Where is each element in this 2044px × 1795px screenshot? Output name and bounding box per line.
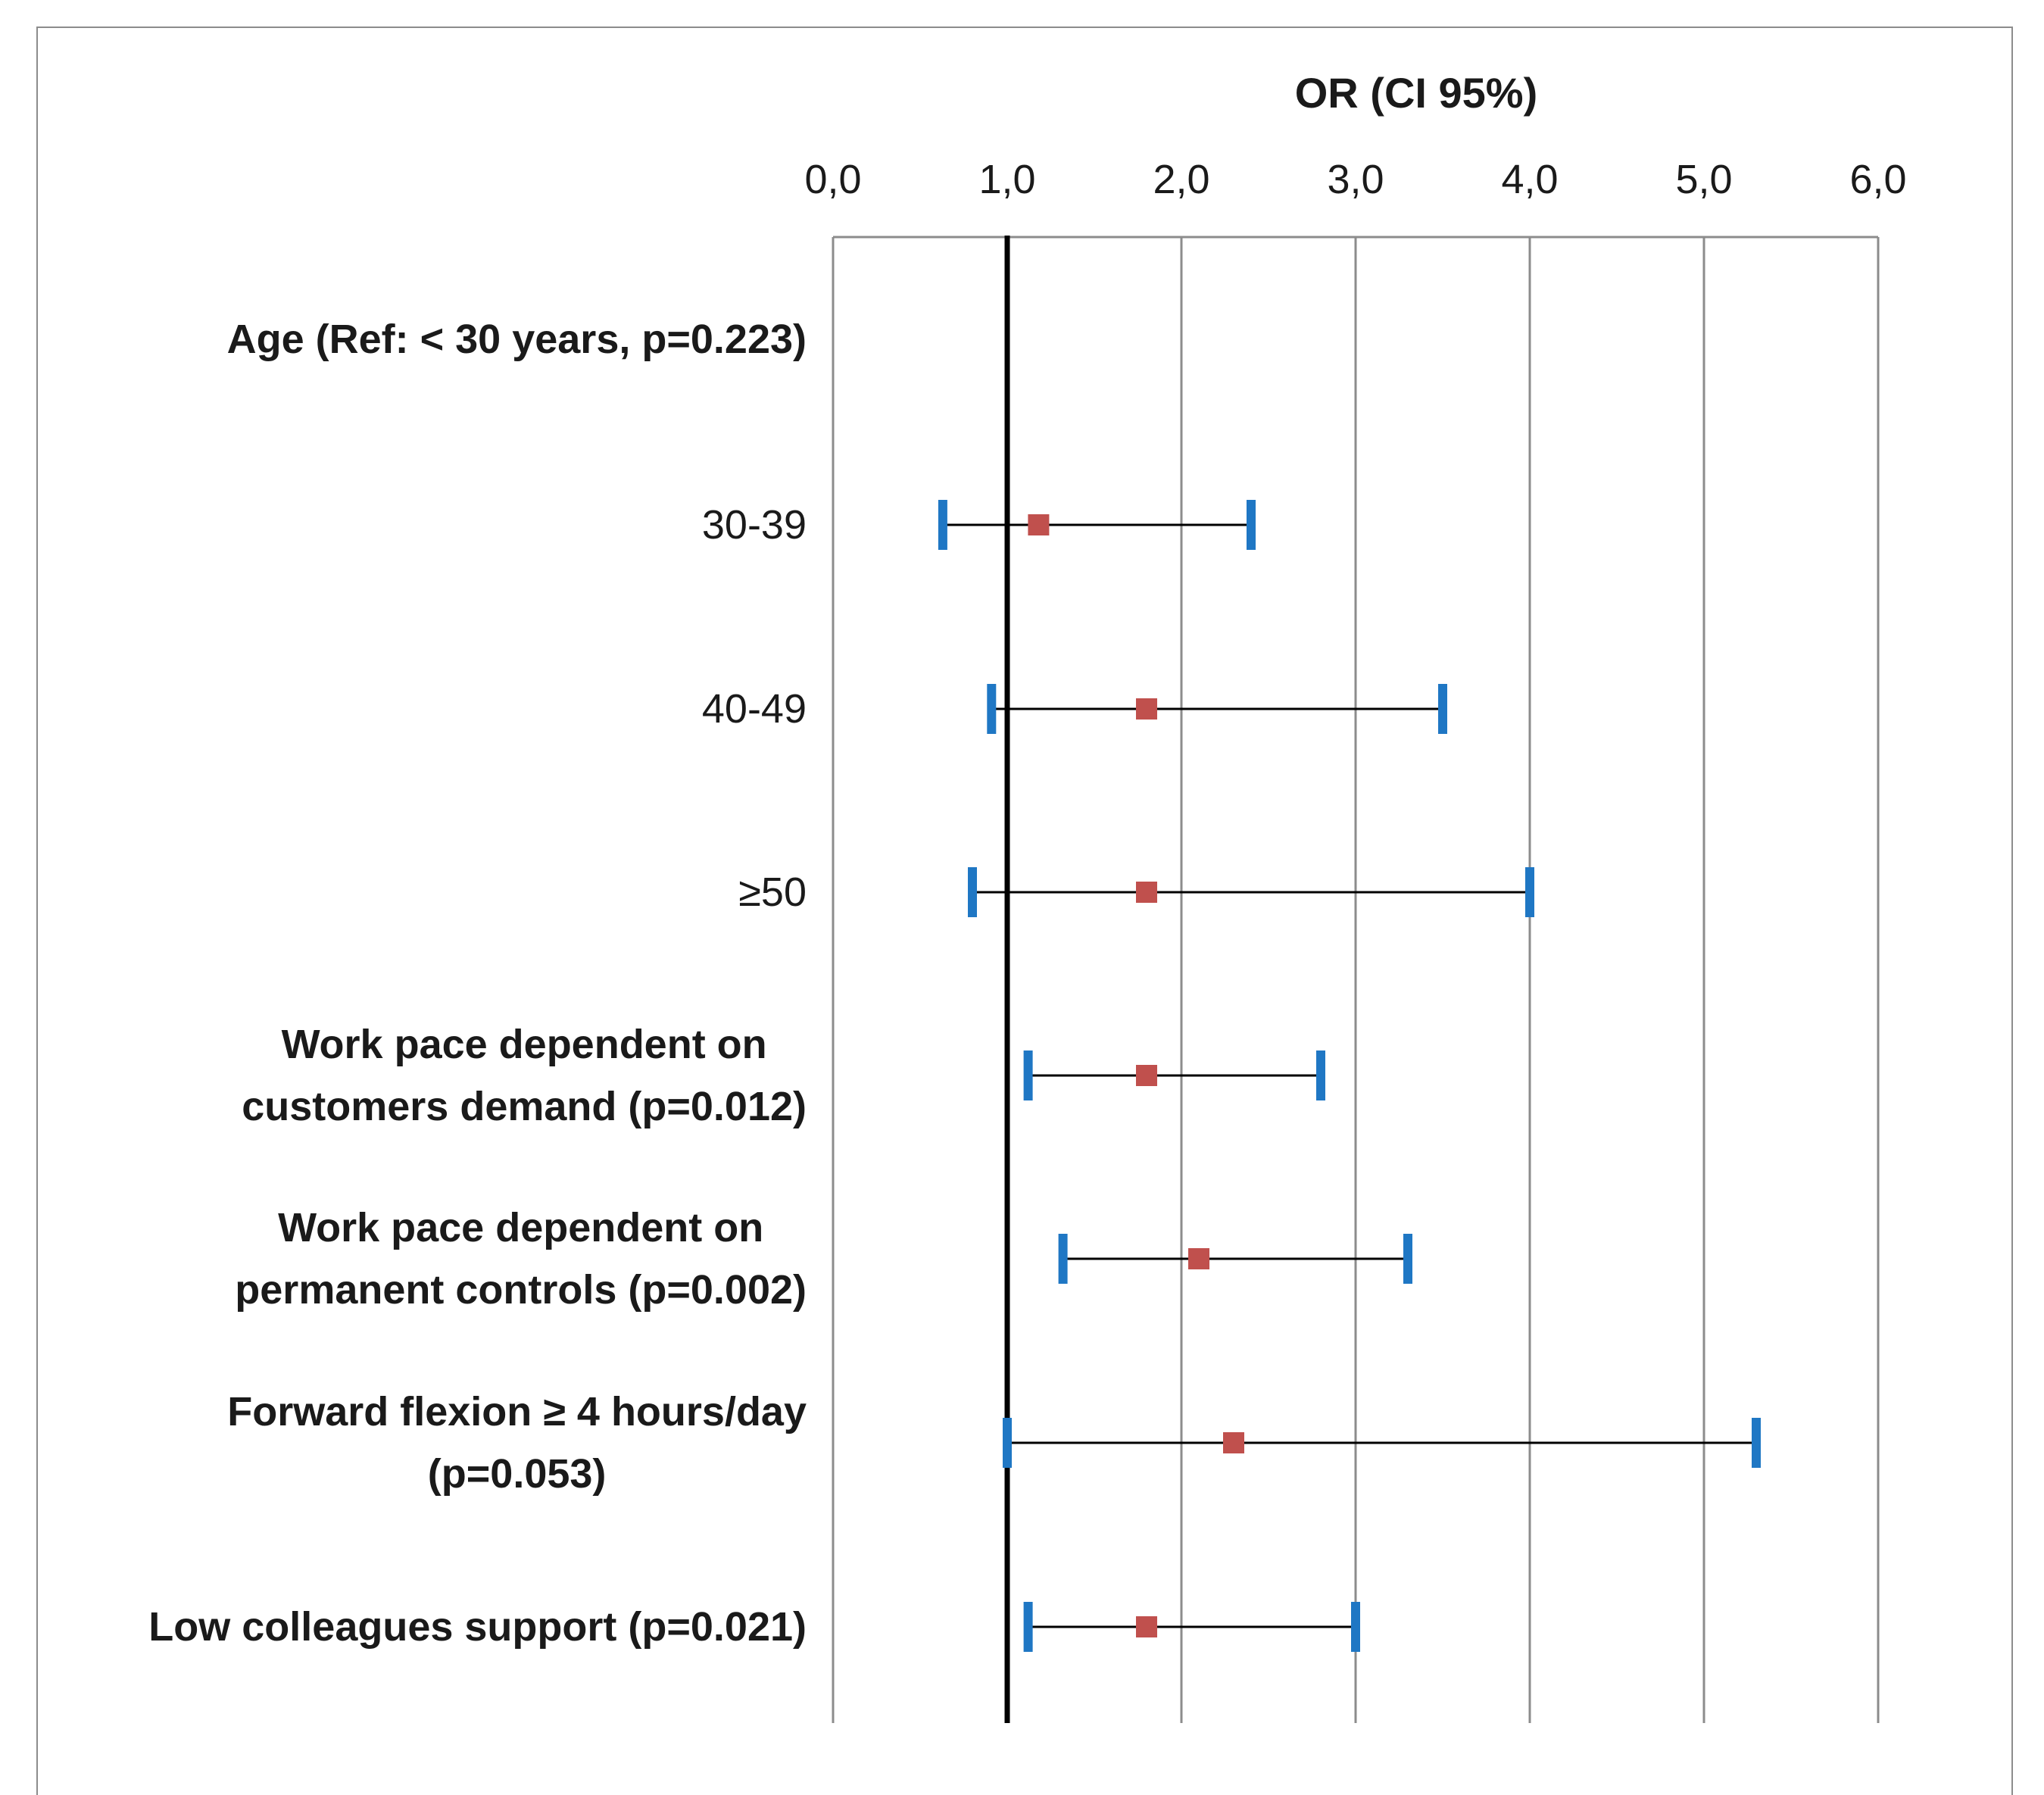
row-label: 40-49 bbox=[702, 686, 807, 732]
row-label: (p=0.053) bbox=[428, 1451, 607, 1497]
row-label: Low colleagues support (p=0.021) bbox=[148, 1604, 807, 1650]
or-point bbox=[1223, 1432, 1244, 1453]
x-tick-label: 5,0 bbox=[1675, 157, 1732, 202]
row-label: ≥50 bbox=[738, 869, 807, 915]
row-label: customers demand (p=0.012) bbox=[242, 1084, 807, 1129]
row-label: Work pace dependent on bbox=[282, 1022, 767, 1067]
ci-upper-cap bbox=[1403, 1234, 1412, 1284]
ci-upper-cap bbox=[1247, 500, 1256, 550]
ci-upper-cap bbox=[1525, 867, 1534, 917]
x-tick-label: 4,0 bbox=[1501, 157, 1558, 202]
or-point bbox=[1028, 514, 1050, 535]
x-tick-label: 1,0 bbox=[978, 157, 1035, 202]
row-label: permanent controls (p=0.002) bbox=[235, 1267, 807, 1313]
ci-row bbox=[968, 867, 1534, 917]
row-label: Work pace dependent on bbox=[278, 1205, 763, 1250]
x-tick-label: 0,0 bbox=[804, 157, 861, 202]
ci-lower-cap bbox=[1023, 1602, 1033, 1652]
or-point bbox=[1136, 882, 1157, 903]
ci-lower-cap bbox=[968, 867, 977, 917]
ci-row bbox=[938, 500, 1256, 550]
row-label: Age (Ref: < 30 years, p=0.223) bbox=[227, 317, 807, 362]
row-label: 30-39 bbox=[702, 502, 807, 548]
or-point bbox=[1136, 698, 1157, 720]
x-tick-labels: 0,0 1,0 2,0 3,0 4,0 5,0 6,0 bbox=[804, 157, 1906, 202]
row-labels: Age (Ref: < 30 years, p=0.223) 30-39 40-49… bbox=[148, 317, 807, 1650]
chart-frame bbox=[36, 27, 2013, 1795]
ci-lower-cap bbox=[938, 500, 947, 550]
ci-upper-cap bbox=[1316, 1050, 1325, 1100]
ci-upper-cap bbox=[1752, 1418, 1761, 1468]
ci-upper-cap bbox=[1351, 1602, 1360, 1652]
x-tick-label: 6,0 bbox=[1849, 157, 1906, 202]
ci-upper-cap bbox=[1438, 684, 1447, 734]
ci-lower-cap bbox=[1003, 1418, 1012, 1468]
x-tick-label: 3,0 bbox=[1327, 157, 1384, 202]
x-tick-label: 2,0 bbox=[1153, 157, 1209, 202]
or-point bbox=[1188, 1248, 1209, 1269]
rows-layer bbox=[938, 500, 1761, 1652]
row-label: Forward flexion ≥ 4 hours/day bbox=[227, 1389, 807, 1434]
ci-lower-cap bbox=[987, 684, 997, 734]
ci-row bbox=[1003, 1418, 1761, 1468]
chart-title: OR (CI 95%) bbox=[1295, 69, 1538, 117]
grid-layer bbox=[832, 236, 1880, 1723]
ci-row bbox=[1023, 1050, 1325, 1100]
ci-lower-cap bbox=[1058, 1234, 1068, 1284]
ci-row bbox=[1023, 1602, 1360, 1652]
or-point bbox=[1136, 1616, 1157, 1637]
ci-row bbox=[1058, 1234, 1412, 1284]
or-point bbox=[1136, 1065, 1157, 1086]
ci-lower-cap bbox=[1023, 1050, 1033, 1100]
ci-row bbox=[987, 684, 1447, 734]
